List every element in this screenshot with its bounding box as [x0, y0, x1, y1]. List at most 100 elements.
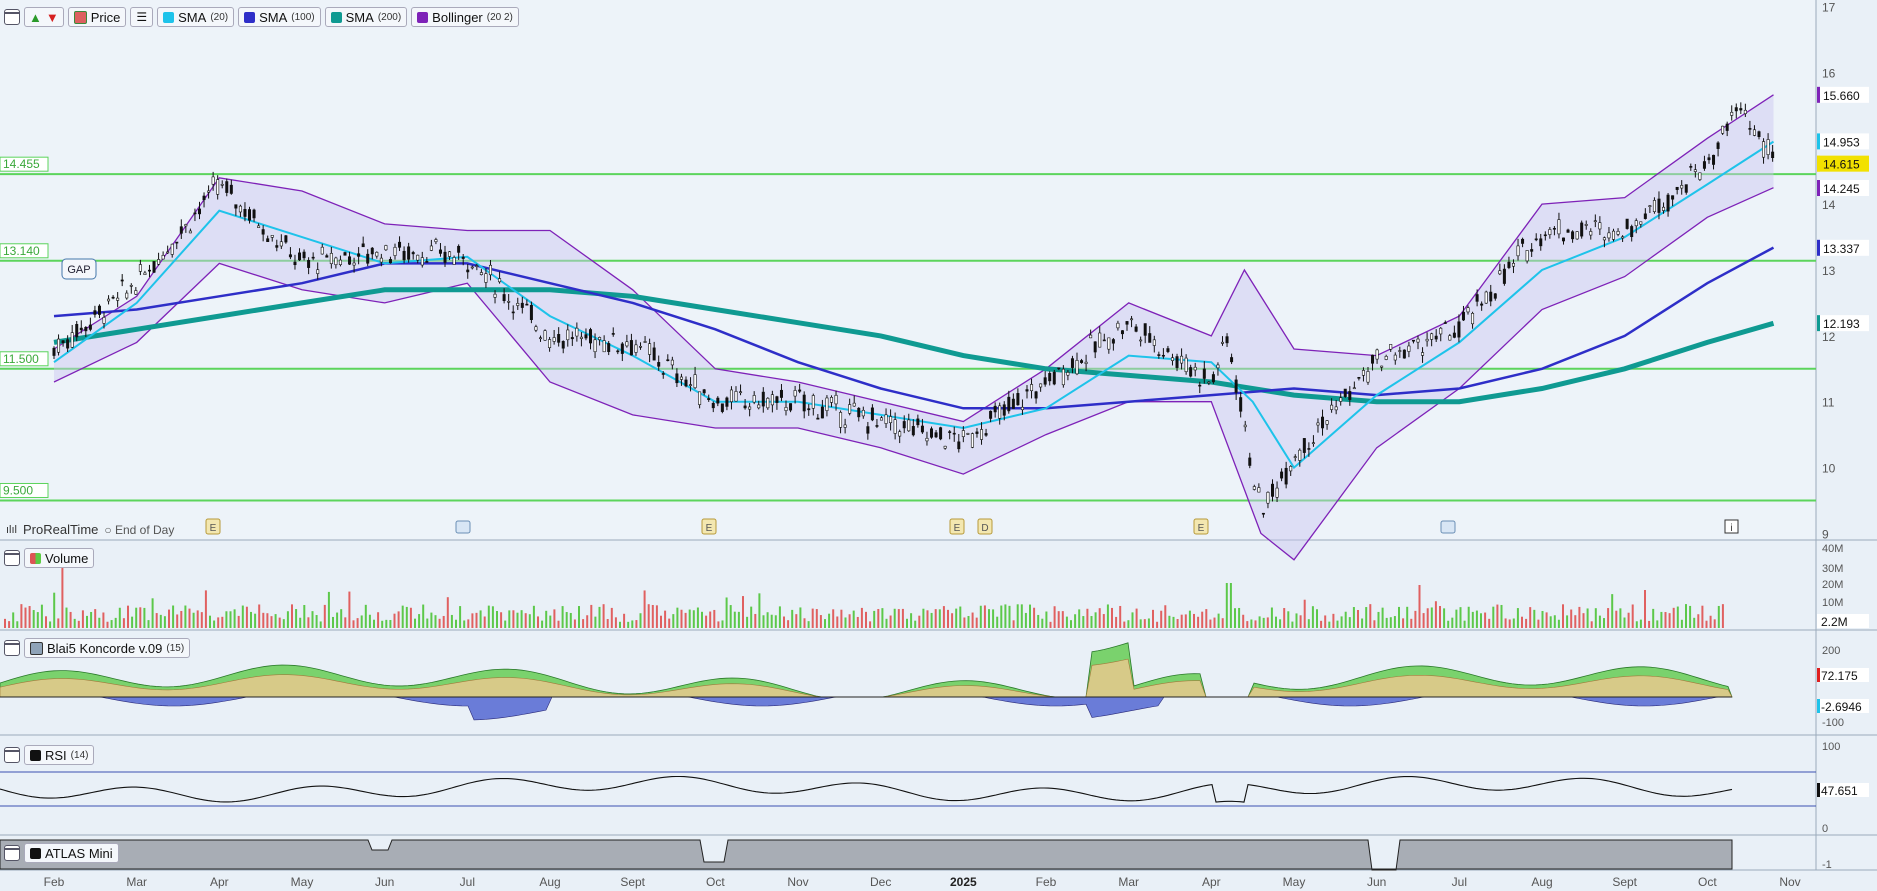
candle-body	[1743, 109, 1747, 114]
volume-bar	[1332, 613, 1335, 628]
volume-bar	[1070, 620, 1072, 628]
level-label: 11.500	[3, 352, 39, 366]
candle-body	[1321, 416, 1325, 429]
price-swatch-icon	[73, 10, 87, 24]
volume-bar	[873, 610, 876, 628]
volume-bar	[188, 608, 191, 628]
volume-bar	[1648, 620, 1651, 628]
candle-body	[1407, 345, 1411, 352]
volume-bar	[368, 614, 371, 628]
volume-axis-label: 20M	[1822, 579, 1843, 591]
candle-body	[1307, 448, 1311, 450]
volume-bar	[487, 605, 490, 628]
candle-body	[70, 332, 74, 348]
candle-body	[1530, 249, 1534, 252]
panel-window-icon[interactable]	[4, 747, 20, 763]
volume-bar	[1422, 613, 1425, 628]
end-of-day-indicator[interactable]: ○ End of Day	[104, 522, 175, 537]
candle-body	[207, 190, 211, 193]
indicator-list-button[interactable]: ☰	[130, 7, 154, 27]
volume-bar	[1533, 609, 1536, 628]
atlas-button[interactable]: ATLAS Mini	[24, 843, 119, 863]
volume-bar	[623, 613, 626, 628]
candle-body	[1448, 335, 1452, 341]
candle-body	[1675, 186, 1679, 190]
panel-window-icon[interactable]	[4, 845, 20, 861]
volume-bar	[532, 605, 535, 628]
volume-bar	[1225, 583, 1228, 628]
indicator-button-sma-2[interactable]: SMA (200)	[324, 7, 408, 27]
candle-body	[193, 212, 197, 215]
x-tick-label: Dec	[870, 875, 891, 889]
volume-label: Volume	[45, 550, 89, 566]
volume-bar	[1541, 610, 1544, 628]
candle-body	[1152, 339, 1156, 346]
candle-body	[639, 346, 643, 348]
candle-body	[1471, 313, 1475, 325]
volume-bar	[1439, 606, 1441, 628]
koncorde-button[interactable]: Blai5 Koncorde v.09 (15)	[24, 638, 191, 658]
candle-body	[1225, 336, 1229, 344]
candle-body	[338, 259, 342, 265]
indicator-button-sma-0[interactable]: SMA (20)	[157, 7, 235, 27]
volume-bar	[98, 617, 101, 628]
volume-last-label: 2.2M	[1821, 615, 1848, 629]
candle-body	[1721, 125, 1725, 134]
x-tick-label: Apr	[210, 875, 229, 889]
volume-bar	[1582, 613, 1585, 628]
panel-window-icon[interactable]	[4, 9, 20, 25]
panel-window-icon[interactable]	[4, 640, 20, 656]
volume-bar	[131, 616, 134, 628]
volume-bar	[988, 609, 990, 628]
price-button[interactable]: Price	[67, 7, 127, 27]
volume-bar	[1193, 613, 1195, 628]
volume-bar	[606, 619, 609, 628]
candle-body	[1170, 357, 1174, 361]
volume-bar	[569, 612, 572, 628]
indicator-button-bollinger-3[interactable]: Bollinger (20 2)	[411, 7, 519, 27]
volume-bar	[537, 616, 539, 628]
volume-bar	[1660, 611, 1663, 628]
candle-body	[1571, 231, 1575, 240]
candle-body	[479, 272, 483, 276]
volume-bar	[729, 605, 732, 628]
candle-body	[166, 251, 170, 254]
candle-body	[1357, 377, 1361, 379]
volume-bar	[24, 607, 27, 628]
volume-button[interactable]: Volume	[24, 548, 95, 568]
y-tick-label: 16	[1822, 66, 1836, 80]
volume-bar	[1102, 614, 1105, 628]
rsi-button[interactable]: RSI (14)	[24, 745, 95, 765]
candle-body	[952, 432, 956, 435]
indicator-button-sma-1[interactable]: SMA (100)	[238, 7, 321, 27]
volume-bar	[955, 608, 958, 628]
info-icon	[1724, 519, 1739, 534]
candle-body	[520, 302, 524, 308]
volume-bar	[45, 616, 47, 628]
up-down-arrows-button[interactable]: ▲ ▼	[24, 7, 64, 27]
volume-bar	[1283, 608, 1286, 628]
volume-bar	[1668, 613, 1671, 628]
candle-body	[320, 246, 324, 255]
volume-bar	[1311, 606, 1314, 628]
panel-window-icon[interactable]	[4, 550, 20, 566]
volume-bar	[647, 604, 650, 628]
koncorde-value-marker	[1817, 668, 1820, 682]
candle-body	[1630, 226, 1634, 238]
volume-bar	[233, 609, 236, 628]
volume-bar	[1430, 607, 1433, 628]
volume-bar	[1049, 621, 1052, 628]
volume-bar	[832, 609, 835, 628]
volume-bar	[828, 613, 831, 628]
candle-body	[75, 324, 79, 338]
candle-body	[1557, 219, 1561, 235]
candle-body	[1671, 195, 1675, 200]
candle-body	[1502, 268, 1506, 284]
candle-body	[711, 402, 715, 409]
candle-body	[643, 341, 647, 343]
volume-bar	[127, 605, 129, 628]
volume-bar	[1135, 608, 1138, 628]
volume-bar	[520, 610, 523, 628]
volume-bar	[971, 612, 974, 628]
